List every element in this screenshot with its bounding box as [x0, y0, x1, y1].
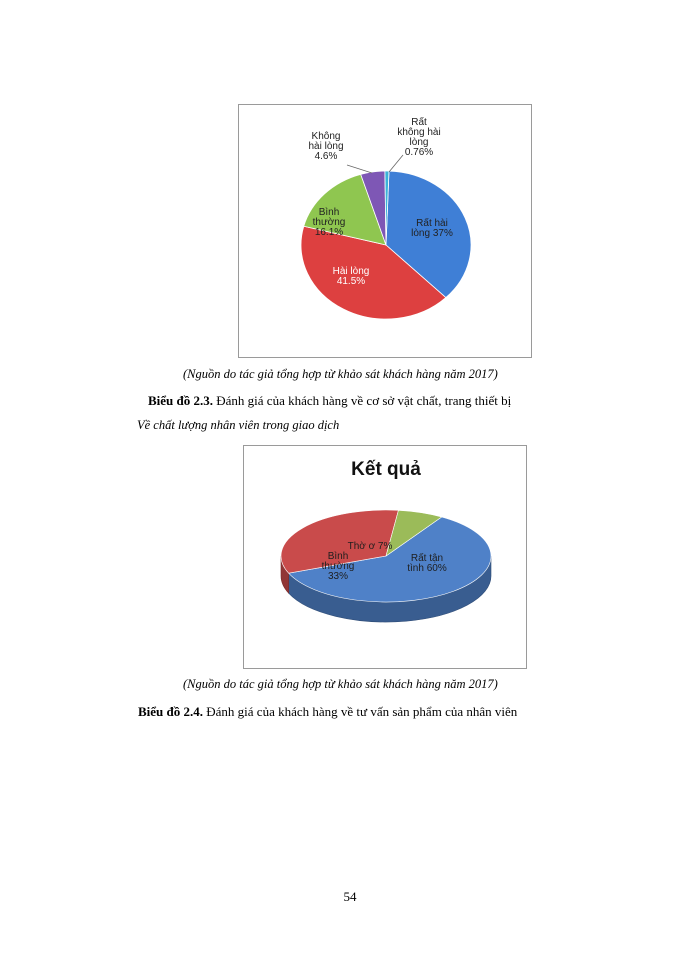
slice-label-5: Rất không hài lòng 0.76%	[397, 116, 440, 158]
slice3d-label-1: Rất tận tình 60%	[407, 552, 447, 574]
page-number: 54	[343, 889, 357, 904]
slice-label-4: Không hài lòng 4.6%	[308, 131, 343, 162]
pie-slice-5	[384, 170, 390, 246]
pie-slice-1	[385, 170, 472, 299]
pie-chart-staff-consulting: Kết quả Rất tận tình 60% Bình thường 33% Thờ ơ…	[243, 445, 527, 669]
chart-title: Kết quả	[351, 459, 421, 480]
pie-chart-facilities: Rất hài lòng 37% Hài lòng 41.5% Bình thường 16…	[238, 104, 532, 358]
caption-2-label: Biểu đồ 2.4.	[138, 704, 204, 719]
pie3d-slice-3	[385, 510, 443, 557]
source-note-1: (Nguồn do tác giả tổng hợp từ khảo sát k…	[183, 367, 498, 381]
slice-label-1: Rất hài lòng 37%	[411, 217, 453, 239]
pie3d-slice-2	[280, 509, 399, 574]
pie-chart-staff-consulting-svg: Kết quả Rất tận tình 60% Bình thường 33%Thờ ơ…	[280, 459, 492, 623]
slice3d-label-3: Thờ ơ 7%	[348, 541, 393, 552]
slice3d-label-2: Bình thường 33%	[322, 551, 355, 582]
leader-line-rat-khong-hai-long	[388, 154, 404, 173]
caption-chart-2-4: Biểu đồ 2.4. Đánh giá của khách hàng về …	[138, 704, 517, 720]
caption-1-text: Đánh giá của khách hàng về cơ sở vật chấ…	[213, 393, 512, 408]
pie-slice-2	[300, 225, 447, 320]
slice-label-3: Bình thường 16.1%	[313, 207, 346, 238]
pie-chart-facilities-svg: Rất hài lòng 37% Hài lòng 41.5% Bình thường 16…	[300, 116, 472, 320]
pie-slice-3	[303, 173, 387, 246]
slice-label-2: Hài lòng 41.5%	[333, 266, 370, 287]
leader-line-khong-hai-long	[346, 164, 373, 174]
caption-chart-2-3: Biểu đồ 2.3. Đánh giá của khách hàng về …	[148, 393, 511, 409]
pie3d-slice-1	[288, 516, 492, 603]
section-subheading: Về chất lượng nhân viên trong giao dịch	[137, 418, 340, 432]
caption-1-label: Biểu đồ 2.3.	[148, 393, 214, 408]
source-note-2: (Nguồn do tác giả tổng hợp từ khảo sát k…	[183, 677, 498, 691]
caption-2-text: Đánh giá của khách hàng về tư vấn sản ph…	[203, 704, 518, 719]
